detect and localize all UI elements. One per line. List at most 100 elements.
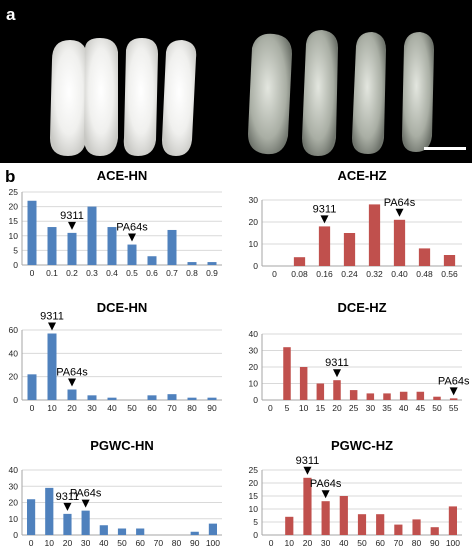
bar-ace-hz (418, 248, 431, 266)
annotation-pa64s-dce-hz: PA64s (438, 375, 470, 387)
x-tick-label-ace-hn: 0.4 (106, 268, 118, 278)
bar-pgwc-hn (63, 513, 72, 535)
bar-dce-hn (87, 395, 97, 400)
x-tick-label-pgwc-hn: 40 (99, 538, 109, 548)
x-tick-label-pgwc-hz: 90 (430, 538, 440, 548)
bar-dce-hz (416, 391, 425, 400)
bar-ace-hn (207, 262, 217, 265)
bar-pgwc-hn (190, 531, 199, 535)
bar-dce-hn (207, 397, 217, 400)
x-tick-label-ace-hz: 0.48 (416, 269, 433, 279)
bar-ace-hn (87, 206, 97, 265)
x-tick-label-dce-hn: 0 (30, 403, 35, 413)
y-tick-label-dce-hz: 20 (249, 362, 259, 372)
y-tick-label-pgwc-hn: 40 (9, 465, 19, 475)
marker-pa64s-pgwc-hn (81, 499, 90, 508)
x-tick-label-ace-hn: 0.6 (146, 268, 158, 278)
marker-pa64s-dce-hn (68, 378, 76, 387)
y-tick-label-pgwc-hz: 15 (249, 491, 259, 501)
x-tick-label-dce-hz: 15 (316, 403, 326, 413)
y-tick-label-dce-hz: 40 (249, 329, 259, 339)
y-tick-label-pgwc-hz: 0 (253, 530, 258, 540)
x-tick-label-pgwc-hz: 60 (375, 538, 385, 548)
histogram-grid: ACE-HN 0 5 10 15 20 25 0 0.1 0.2 0.3 0.4 0.5 0.6 0.7 0.… (9, 168, 470, 548)
bar-ace-hz (343, 233, 356, 266)
x-tick-label-dce-hn: 90 (207, 403, 217, 413)
bar-dce-hn (27, 374, 37, 400)
bar-dce-hz (433, 396, 441, 400)
annotation-9311-pgwc-hn: 9311 (56, 491, 80, 503)
bar-pgwc-hz (394, 524, 403, 535)
y-tick-label-ace-hn: 25 (9, 187, 19, 197)
y-tick-label-dce-hn: 0 (13, 395, 18, 405)
annotation-pa64s-dce-hn: PA64s (56, 367, 88, 379)
x-tick-label-dce-hz: 50 (432, 403, 442, 413)
x-tick-label-dce-hz: 25 (349, 403, 359, 413)
y-tick-label-pgwc-hz: 20 (249, 478, 259, 488)
chalky-grains (50, 38, 197, 156)
annotation-9311-ace-hn: 9311 (60, 210, 84, 222)
x-tick-label-dce-hz: 0 (268, 403, 273, 413)
marker-9311-pgwc-hz (303, 466, 312, 475)
x-tick-label-pgwc-hn: 70 (154, 538, 164, 548)
x-tick-label-pgwc-hn: 20 (63, 538, 73, 548)
annotation-pa64s-ace-hn: PA64s (116, 222, 148, 234)
y-tick-label-dce-hn: 40 (9, 348, 19, 358)
bar-pgwc-hz (430, 527, 439, 535)
annotation-pa64s-pgwc-hz: PA64s (310, 478, 342, 490)
bar-dce-hz (399, 391, 408, 400)
x-tick-label-dce-hz: 40 (399, 403, 409, 413)
bar-dce-hz (349, 390, 358, 400)
x-tick-label-ace-hz: 0.56 (441, 269, 458, 279)
rice-grains-illustration: a (6, 5, 466, 156)
x-tick-label-ace-hn: 0 (30, 268, 35, 278)
x-tick-label-pgwc-hz: 40 (339, 538, 349, 548)
y-tick-label-pgwc-hz: 25 (249, 465, 259, 475)
bar-pgwc-hn (81, 510, 90, 535)
x-tick-label-ace-hz: 0.40 (391, 269, 408, 279)
y-tick-label-pgwc-hz: 10 (249, 504, 259, 514)
x-tick-label-pgwc-hz: 20 (303, 538, 313, 548)
bar-pgwc-hn (99, 525, 108, 535)
x-tick-label-pgwc-hz: 80 (412, 538, 422, 548)
chart-title-pgwc-hn: PGWC-HN (90, 438, 154, 453)
x-tick-label-ace-hn: 0.7 (166, 268, 178, 278)
x-tick-label-dce-hz: 20 (332, 403, 342, 413)
bar-pgwc-hz (285, 516, 294, 535)
x-tick-label-dce-hn: 70 (167, 403, 177, 413)
x-tick-label-ace-hz: 0.08 (291, 269, 308, 279)
rice-grain-photo: a (0, 0, 472, 163)
bar-ace-hn (107, 227, 117, 265)
x-tick-label-dce-hn: 20 (67, 403, 77, 413)
x-tick-label-pgwc-hn: 0 (29, 538, 34, 548)
bar-dce-hz (449, 398, 458, 400)
y-tick-label-dce-hz: 10 (249, 379, 259, 389)
chart-title-ace-hn: ACE-HN (97, 168, 148, 183)
x-tick-label-dce-hn: 30 (87, 403, 97, 413)
bar-ace-hn (187, 262, 197, 265)
x-tick-label-ace-hn: 0.9 (206, 268, 218, 278)
marker-pa64s-ace-hn (128, 233, 136, 242)
x-tick-label-dce-hn: 60 (147, 403, 157, 413)
bar-pgwc-hn (136, 528, 145, 535)
x-tick-label-pgwc-hn: 10 (45, 538, 55, 548)
marker-9311-dce-hn (48, 322, 56, 331)
bar-dce-hn (187, 397, 197, 400)
panel-a-label: a (6, 5, 16, 24)
x-tick-label-ace-hn: 0.3 (86, 268, 98, 278)
y-tick-label-ace-hn: 20 (9, 202, 19, 212)
x-tick-label-pgwc-hn: 50 (117, 538, 127, 548)
bar-dce-hn (107, 397, 117, 400)
bar-ace-hz (293, 257, 306, 266)
x-tick-label-pgwc-hz: 30 (321, 538, 331, 548)
bar-dce-hn (167, 394, 177, 400)
x-tick-label-ace-hz: 0.32 (366, 269, 383, 279)
chart-title-pgwc-hz: PGWC-HZ (331, 438, 393, 453)
x-tick-label-dce-hz: 30 (366, 403, 376, 413)
bar-pgwc-hn (27, 499, 36, 535)
x-tick-label-ace-hz: 0.24 (341, 269, 358, 279)
x-tick-label-dce-hn: 50 (127, 403, 137, 413)
bar-pgwc-hz (357, 514, 367, 535)
bar-ace-hz (443, 255, 456, 266)
x-tick-label-pgwc-hz: 10 (285, 538, 295, 548)
